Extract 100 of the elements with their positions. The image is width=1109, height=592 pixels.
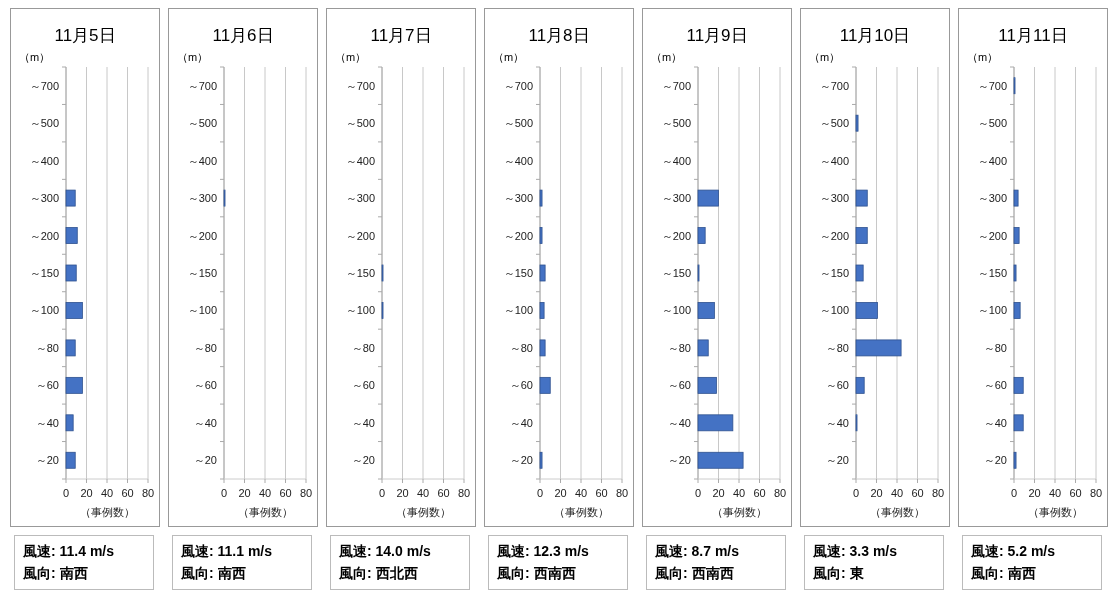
text: 風向: 南西 <box>971 564 1037 583</box>
bar <box>1013 376 1024 394</box>
y-tick-label: ～40 <box>983 416 1007 429</box>
x-tick-label: 20 <box>712 487 725 499</box>
x-tick-label: 60 <box>121 487 134 499</box>
x-axis-title: （事例数） <box>395 506 451 518</box>
y-tick-label: ～60 <box>351 379 375 392</box>
y-tick-label: ～200 <box>29 229 59 242</box>
x-tick-label: 0 <box>852 487 860 499</box>
x-tick-label: 40 <box>890 487 904 499</box>
bar <box>697 451 744 469</box>
x-tick-label: 20 <box>554 487 567 499</box>
text: 風速: 11.4 m/s <box>23 542 116 561</box>
y-axis-title: （m） <box>335 51 367 63</box>
x-tick-label: 0 <box>536 487 544 499</box>
y-tick-label: ～100 <box>661 304 691 317</box>
y-axis-title: （m） <box>967 51 999 63</box>
x-tick-label: 40 <box>574 487 588 499</box>
y-tick-label: ～150 <box>29 267 59 279</box>
bar <box>539 451 543 469</box>
bar <box>697 189 719 207</box>
text: 風速: 11.1 m/s <box>181 542 274 561</box>
x-tick-label: 40 <box>100 487 114 499</box>
y-tick-label: ～300 <box>819 192 849 205</box>
bar <box>539 227 543 244</box>
y-tick-label: ～500 <box>29 117 59 130</box>
y-axis-title: （m） <box>177 51 209 63</box>
x-tick-label: 0 <box>62 487 70 499</box>
y-tick-label: ～20 <box>35 454 59 467</box>
x-tick-label: 80 <box>141 487 155 499</box>
bar <box>539 376 551 394</box>
x-tick-label: 20 <box>238 487 251 499</box>
y-tick-label: ～150 <box>977 267 1007 279</box>
y-tick-label: ～400 <box>661 154 691 167</box>
bar <box>539 189 543 207</box>
text: 風向: 西北西 <box>339 564 419 583</box>
y-tick-label: ～60 <box>667 379 691 392</box>
x-tick-label: 0 <box>220 487 228 499</box>
y-tick-label: ～300 <box>661 192 691 205</box>
bar <box>855 114 859 132</box>
x-tick-label: 80 <box>931 487 945 499</box>
x-tick-label: 0 <box>1010 487 1018 499</box>
x-tick-label: 20 <box>870 487 883 499</box>
bar <box>697 414 734 432</box>
chart-title: 11月9日 <box>686 26 748 45</box>
y-tick-label: ～60 <box>825 379 849 392</box>
bar <box>855 189 868 207</box>
y-tick-label: ～200 <box>661 229 691 242</box>
chart-title: 11月7日 <box>370 26 432 45</box>
y-tick-label: ～150 <box>187 267 217 279</box>
x-tick-label: 60 <box>437 487 450 499</box>
x-tick-label: 0 <box>694 487 702 499</box>
y-tick-label: ～200 <box>187 229 217 242</box>
x-tick-label: 40 <box>258 487 272 499</box>
x-tick-label: 40 <box>416 487 430 499</box>
x-axis-title: （事例数） <box>79 506 135 518</box>
chart-title: 11月5日 <box>54 26 116 45</box>
y-tick-label: ～700 <box>345 79 375 92</box>
y-tick-label: ～400 <box>819 154 849 167</box>
x-axis-title: （事例数） <box>553 506 609 518</box>
x-tick-label: 40 <box>732 487 746 499</box>
y-tick-label: ～300 <box>29 192 59 205</box>
y-tick-label: ～700 <box>29 79 59 92</box>
chart-title: 11月8日 <box>528 26 590 45</box>
bar <box>1013 451 1017 469</box>
y-tick-label: ～40 <box>351 416 375 429</box>
x-tick-label: 0 <box>378 487 386 499</box>
bar <box>855 227 868 244</box>
x-axis-title: （事例数） <box>869 506 925 518</box>
y-tick-label: ～500 <box>503 117 533 130</box>
bar <box>1013 189 1019 207</box>
y-tick-label: ～80 <box>35 341 59 354</box>
bar <box>65 227 78 244</box>
x-tick-label: 60 <box>753 487 766 499</box>
y-tick-label: ～150 <box>819 267 849 279</box>
bar <box>65 339 76 357</box>
bar <box>1013 302 1021 319</box>
y-tick-label: ～700 <box>661 79 691 92</box>
y-tick-label: ～100 <box>187 304 217 317</box>
x-tick-label: 60 <box>1069 487 1082 499</box>
y-tick-label: ～100 <box>503 304 533 317</box>
bar <box>1013 227 1020 244</box>
text: 風向: 東 <box>813 564 865 583</box>
bar <box>855 376 865 394</box>
x-tick-label: 80 <box>299 487 313 499</box>
y-tick-label: ～200 <box>345 229 375 242</box>
y-axis-title: （m） <box>19 51 51 63</box>
y-tick-label: ～400 <box>503 154 533 167</box>
y-tick-label: ～500 <box>345 117 375 130</box>
y-tick-label: ～300 <box>187 192 217 205</box>
y-tick-label: ～40 <box>509 416 533 429</box>
y-tick-label: ～700 <box>819 79 849 92</box>
y-tick-label: ～80 <box>193 341 217 354</box>
y-tick-label: ～60 <box>35 379 59 392</box>
y-tick-label: ～500 <box>977 117 1007 130</box>
x-tick-label: 60 <box>595 487 608 499</box>
y-tick-label: ～100 <box>29 304 59 317</box>
y-tick-label: ～200 <box>977 229 1007 242</box>
bar <box>65 451 76 469</box>
y-tick-label: ～20 <box>983 454 1007 467</box>
